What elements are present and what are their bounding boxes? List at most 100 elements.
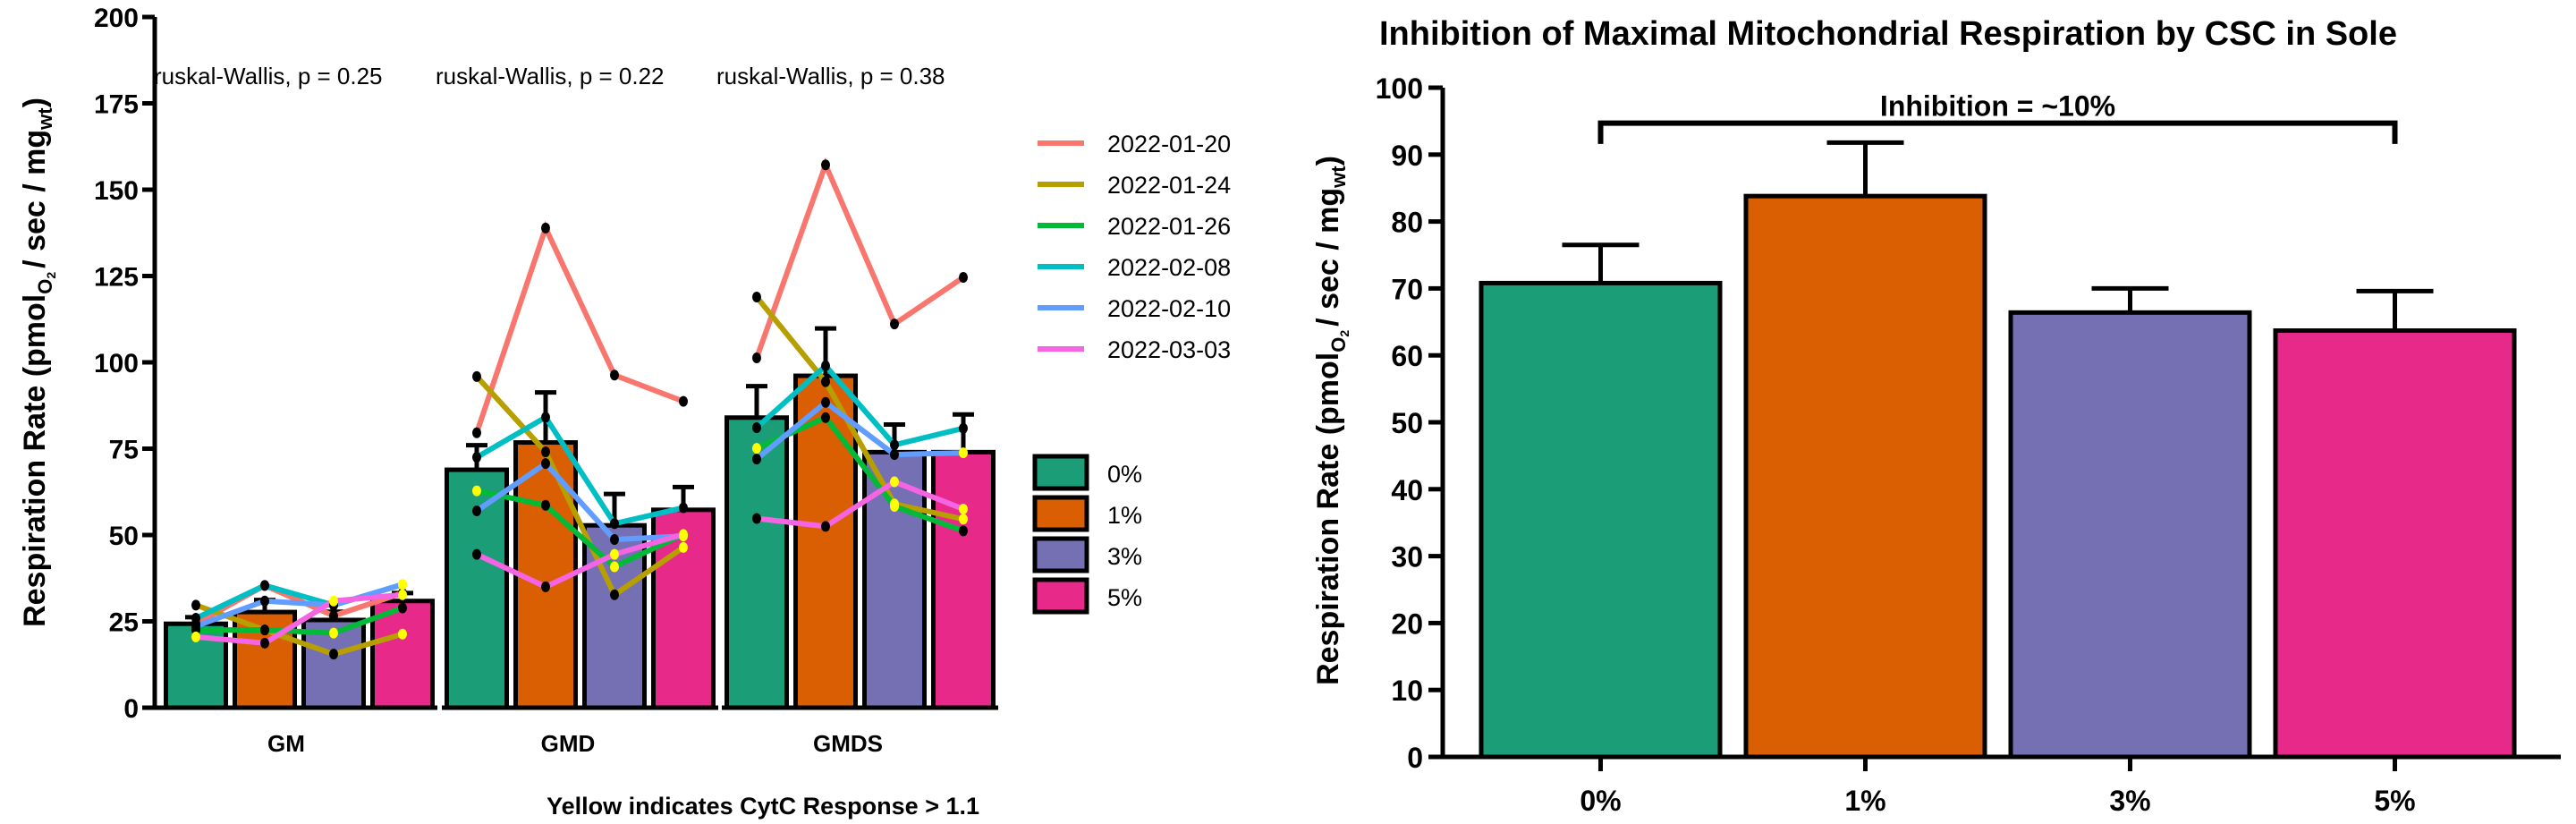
stat-annotation-gmds: ruskal-Wallis, p = 0.38 (716, 63, 945, 89)
r-y-tick-label: 10 (1391, 675, 1423, 707)
category-label-gm: GM (267, 730, 305, 757)
r-x-tick-label: 5% (2374, 785, 2415, 817)
left-legend: 2022-01-20 2022-01-24 2022-01-26 2022-02-08… (1032, 131, 1231, 615)
r-y-tick-label: 90 (1391, 140, 1423, 172)
legend-fill-label: 3% (1107, 543, 1142, 570)
data-point-2022-01-24-gmd-1pct (541, 446, 550, 457)
inhibition-bracket (1597, 120, 2398, 144)
data-point-2022-01-26-gmd-1pct (541, 499, 550, 511)
ylabel-main: Respiration Rate (pmol (18, 294, 52, 627)
r-y-tick-label: 70 (1391, 273, 1423, 305)
series-line-2022-02-08-gmds (754, 361, 964, 448)
series-line-2022-01-26-gm (196, 605, 404, 636)
left-y-tick-label: 125 (94, 263, 139, 293)
inhibition-annotation: Inhibition = ~10% (1880, 90, 2115, 123)
data-point-2022-03-03-gmd-0pct (472, 548, 481, 560)
data-point-2022-03-03-gmds-5pct (959, 504, 968, 515)
r-y-tick-label: 30 (1391, 541, 1423, 573)
r-x-tick-label: 1% (1844, 785, 1885, 817)
bar-gmd-0pct (445, 467, 509, 710)
r-bar-3pct (2008, 310, 2252, 760)
right-chart-title: Inhibition of Maximal Mitochondrial Resp… (1379, 15, 2397, 53)
right-y-axis-title: Respiration Rate (pmolO2 / sec / mgwt) (1311, 156, 1352, 685)
legend-fill-label: 5% (1107, 584, 1142, 611)
legend-line-label: 2022-01-20 (1107, 131, 1231, 157)
series-line-2022-01-20-gmds (754, 157, 965, 359)
data-point-2022-03-03-gmd-3pct (610, 548, 619, 560)
series-line-2022-02-10-gmds (755, 398, 964, 462)
series-line-2022-02-10-gm (194, 582, 403, 629)
legend-fill-swatch (1032, 495, 1089, 532)
stat-annotation-gmd: ruskal-Wallis, p = 0.22 (436, 63, 665, 89)
series-line-2022-01-20-gmd (474, 220, 685, 434)
r-x-tick-label: 0% (1580, 785, 1621, 817)
data-point-2022-02-10-gm-1pct (260, 595, 269, 607)
r-y-tick-label: 20 (1391, 607, 1423, 640)
legend-fill-swatch (1032, 454, 1089, 491)
left-y-tick-label: 0 (123, 694, 139, 724)
right-bars-layer (1479, 140, 2517, 760)
r-y-tick-label: 40 (1391, 474, 1423, 506)
cytc-note: Yellow indicates CytC Response > 1.1 (547, 793, 979, 820)
data-point-2022-01-24-gmds-0pct (752, 292, 761, 303)
data-point-2022-02-10-gmd-3pct (610, 534, 619, 546)
category-label-gmd: GMD (541, 730, 596, 757)
data-point-2022-02-10-gm-0pct (191, 620, 200, 632)
data-point-2022-03-03-gmds-3pct (890, 476, 899, 488)
bar-gmds-0pct (724, 415, 789, 710)
data-point-2022-02-08-gmd-0pct (472, 452, 481, 463)
data-point-2022-02-10-gmds-0pct (752, 454, 761, 465)
r-ylabel-end: ) (1311, 156, 1345, 166)
left-y-tick-label: 150 (94, 176, 139, 206)
left-y-tick-label: 75 (109, 436, 139, 465)
r-y-tick-label: 0 (1407, 742, 1423, 774)
data-point-2022-03-03-gmd-1pct (541, 581, 550, 592)
series-line-2022-03-03-gm (195, 591, 403, 646)
r-ylabel-sub-wt: wt (1327, 166, 1350, 189)
ylabel-mid: / sec / mg (18, 130, 52, 268)
left-y-tick-label: 50 (109, 522, 139, 551)
bar-gmds-5pct (931, 449, 996, 710)
left-y-tick-label: 100 (94, 349, 139, 378)
data-point-2022-02-08-gmds-1pct (821, 360, 830, 371)
r-ylabel-sub-o: O (1327, 337, 1350, 353)
data-point-2022-02-10-gmd-1pct (541, 458, 550, 470)
left-y-tick-label: 25 (109, 608, 139, 638)
data-point-2022-01-20-gmd-0pct (472, 427, 481, 438)
legend-line-label: 2022-02-10 (1107, 295, 1231, 322)
data-point-2022-01-24-gmd-5pct (679, 541, 688, 553)
r-bar-1pct (1743, 193, 1987, 760)
left-y-tick-label: 200 (94, 4, 139, 33)
data-point-2022-03-03-gm-5pct (398, 589, 407, 600)
series-line-2022-01-24-gmd (474, 374, 685, 599)
data-point-2022-01-20-gmds-5pct (959, 272, 968, 284)
data-point-2022-01-24-gm-5pct (398, 628, 407, 640)
legend-line-label: 2022-02-08 (1107, 254, 1231, 281)
series-line-2022-01-26-gmd (476, 488, 685, 571)
left-text-layer: ruskal-Wallis, p = 0.25 ruskal-Wallis, p… (18, 63, 979, 820)
right-text-layer: Inhibition of Maximal Mitochondrial Resp… (1311, 15, 2397, 685)
data-point-2022-01-24-gm-0pct (191, 599, 200, 611)
data-point-2022-01-26-gmds-3pct (890, 500, 899, 512)
data-point-2022-03-03-gm-0pct (191, 631, 200, 642)
data-point-2022-01-24-gmd-3pct (610, 589, 619, 600)
data-point-2022-03-03-gm-3pct (329, 595, 338, 607)
left-y-axis-title: Respiration Rate (pmolO2 / sec / mgwt) (18, 98, 58, 627)
series-line-2022-01-24-gmds (754, 295, 964, 522)
stat-annotation-gm: ruskal-Wallis, p = 0.25 (154, 63, 383, 89)
legend-fill-swatch (1032, 536, 1089, 573)
data-point-2022-02-10-gmds-3pct (890, 449, 899, 461)
data-point-2022-01-20-gmds-3pct (890, 319, 899, 330)
data-point-2022-01-20-gmd-1pct (541, 222, 550, 234)
series-line-2022-03-03-gmd (475, 531, 684, 590)
data-point-2022-02-08-gmd-1pct (541, 412, 550, 423)
left-axes: 0 25 50 75 100 125 150 175 200 (94, 4, 998, 724)
series-line-2022-02-10-gmd (475, 460, 684, 543)
data-point-2022-02-08-gm-1pct (260, 580, 269, 591)
data-point-2022-01-26-gm-5pct (398, 602, 407, 614)
series-line-2022-03-03-gmds (756, 479, 965, 530)
data-point-2022-03-03-gmd-5pct (679, 529, 688, 540)
data-point-2022-02-08-gmds-0pct (752, 421, 761, 433)
r-ylabel-mid: / sec / mg (1311, 188, 1345, 327)
